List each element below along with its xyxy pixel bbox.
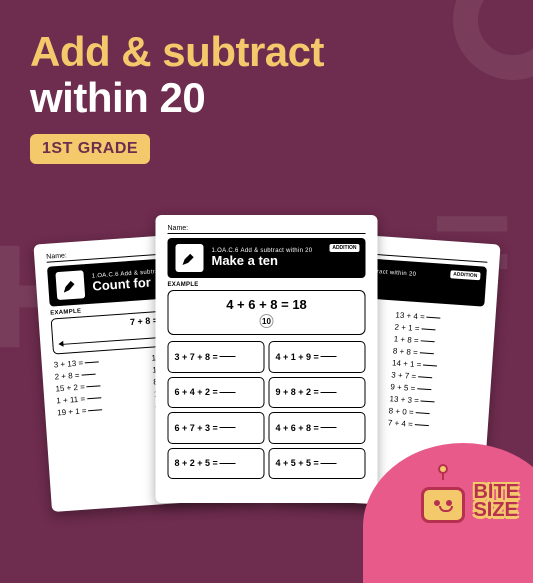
problem-cell: 9 + 8 + 2 =	[269, 377, 366, 409]
worksheet-title: Make a ten	[212, 254, 358, 268]
problem-cell: 4 + 5 + 5 =	[269, 448, 366, 480]
problem-cell: 8 + 2 + 5 =	[168, 448, 265, 480]
worksheet-header: 1.OA.C.6 Add & subtract within 20 Make a…	[168, 238, 366, 278]
problem-cell: 6 + 4 + 2 =	[168, 377, 265, 409]
problem-cell: 3 + 7 + 8 =	[168, 341, 265, 373]
example-bubble: 10	[260, 314, 274, 328]
robot-icon	[419, 479, 467, 523]
problem-cell: 6 + 7 + 3 =	[168, 412, 265, 444]
brand-logo: BITE SIZE	[419, 479, 519, 523]
problem: 7 + 4 =	[387, 418, 475, 433]
title-line2: within 20	[30, 76, 324, 120]
addition-tag: ADDITION	[329, 244, 359, 252]
name-field: Name:	[168, 225, 366, 234]
problem: 19 + 1 =	[56, 402, 144, 417]
pencil-icon	[55, 270, 85, 300]
example-equation: 7 + 8 =	[129, 315, 158, 327]
brand-text: BITE SIZE	[473, 483, 519, 519]
problem-cell: 4 + 1 + 9 =	[269, 341, 366, 373]
example-equation: 4 + 6 + 8 = 18	[175, 297, 359, 312]
example-box: 4 + 6 + 8 = 18 10	[168, 290, 366, 335]
bg-circle-decoration	[453, 0, 533, 80]
pencil-icon	[176, 244, 204, 272]
brand-line2: SIZE	[473, 501, 519, 519]
problem-cell: 4 + 6 + 8 =	[269, 412, 366, 444]
title-line1: Add & subtract	[30, 28, 324, 76]
grade-badge: 1ST GRADE	[30, 134, 150, 164]
example-label: EXAMPLE	[168, 282, 366, 288]
worksheet-center: Name: 1.OA.C.6 Add & subtract within 20 …	[156, 215, 378, 503]
problem-grid: 3 + 7 + 8 = 4 + 1 + 9 = 6 + 4 + 2 = 9 + …	[168, 341, 366, 479]
heading: Add & subtract within 20 1ST GRADE	[30, 28, 324, 164]
